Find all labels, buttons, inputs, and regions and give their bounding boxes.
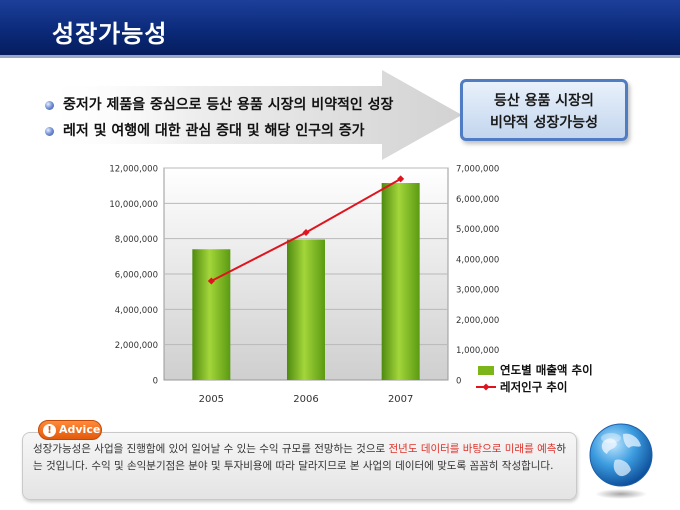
arrow-banner bbox=[42, 70, 462, 160]
bullet-item: 레저 및 여행에 대한 관심 증대 및 해당 인구의 증가 bbox=[45, 118, 393, 144]
y-right-tick-label: 6,000,000 bbox=[456, 195, 499, 205]
x-tick-label: 2007 bbox=[388, 394, 413, 405]
legend-line-label: 레저인구 추이 bbox=[500, 380, 567, 394]
legend-line-marker bbox=[482, 383, 490, 391]
header-bar: 성장가능성 bbox=[0, 0, 680, 58]
y-left-tick-label: 10,000,000 bbox=[109, 200, 158, 210]
combo-chart: 0 2,000,000 4,000,000 6,000,000 8,000,000 10,… bbox=[109, 165, 593, 406]
y-left-tick-label: 0 bbox=[153, 377, 158, 387]
y-left-tick-label: 6,000,000 bbox=[115, 271, 158, 281]
y-right-tick-label: 4,000,000 bbox=[456, 255, 499, 265]
advice-box: 성장가능성은 사업을 진행함에 있어 일어날 수 있는 수익 규모를 전망하는 … bbox=[22, 432, 577, 500]
y-right-tick-label: 1,000,000 bbox=[456, 346, 499, 356]
bullet-list: 중저가 제품을 중심으로 등산 용품 시장의 비약적인 성장 레저 및 여행에 … bbox=[45, 92, 393, 144]
legend-bar-label: 연도별 매출액 추이 bbox=[500, 363, 593, 377]
advice-highlight: 전년도 데이터를 바탕으로 미래를 예측 bbox=[388, 443, 557, 455]
bullet-text: 레저 및 여행에 대한 관심 증대 및 해당 인구의 증가 bbox=[63, 123, 365, 139]
bullet-dot-icon bbox=[45, 127, 54, 136]
y-right-tick-label: 2,000,000 bbox=[456, 316, 499, 326]
y-right-tick-label: 0 bbox=[456, 377, 461, 387]
line-point-2005 bbox=[207, 277, 215, 285]
x-tick-label: 2006 bbox=[293, 394, 318, 405]
bar-2007 bbox=[381, 183, 420, 380]
summary-callout: 등산 용품 시장의 비약적 성장가능성 bbox=[460, 79, 628, 141]
y-right-tick-label: 5,000,000 bbox=[456, 225, 499, 235]
callout-line-2: 비약적 성장가능성 bbox=[490, 115, 598, 131]
y-left-tick-label: 4,000,000 bbox=[115, 306, 158, 316]
bar-2005 bbox=[192, 249, 231, 380]
legend-bar-swatch bbox=[478, 366, 494, 375]
callout-line-1: 등산 용품 시장의 bbox=[494, 93, 594, 109]
y-right-tick-label: 7,000,000 bbox=[456, 165, 499, 175]
bullet-item: 중저가 제품을 중심으로 등산 용품 시장의 비약적인 성장 bbox=[45, 92, 393, 118]
line-point-2006 bbox=[302, 229, 310, 237]
globe-icon bbox=[589, 423, 653, 499]
exclamation-icon: ! bbox=[43, 424, 56, 437]
y-right-tick-label: 3,000,000 bbox=[456, 286, 499, 296]
advice-text: 성장가능성은 사업을 진행함에 있어 일어날 수 있는 수익 규모를 전망하는 … bbox=[33, 443, 567, 472]
bullet-dot-icon bbox=[45, 101, 54, 110]
y-left-tick-label: 12,000,000 bbox=[109, 165, 158, 175]
bullet-text: 중저가 제품을 중심으로 등산 용품 시장의 비약적인 성장 bbox=[63, 97, 394, 113]
page-title: 성장가능성 bbox=[52, 20, 168, 48]
line-point-2007 bbox=[397, 175, 405, 183]
y-left-tick-label: 8,000,000 bbox=[115, 235, 158, 245]
x-tick-label: 2005 bbox=[199, 394, 224, 405]
y-left-tick-label: 2,000,000 bbox=[115, 341, 158, 351]
advice-badge: ! Advice bbox=[38, 420, 102, 440]
bar-2006 bbox=[287, 239, 325, 380]
